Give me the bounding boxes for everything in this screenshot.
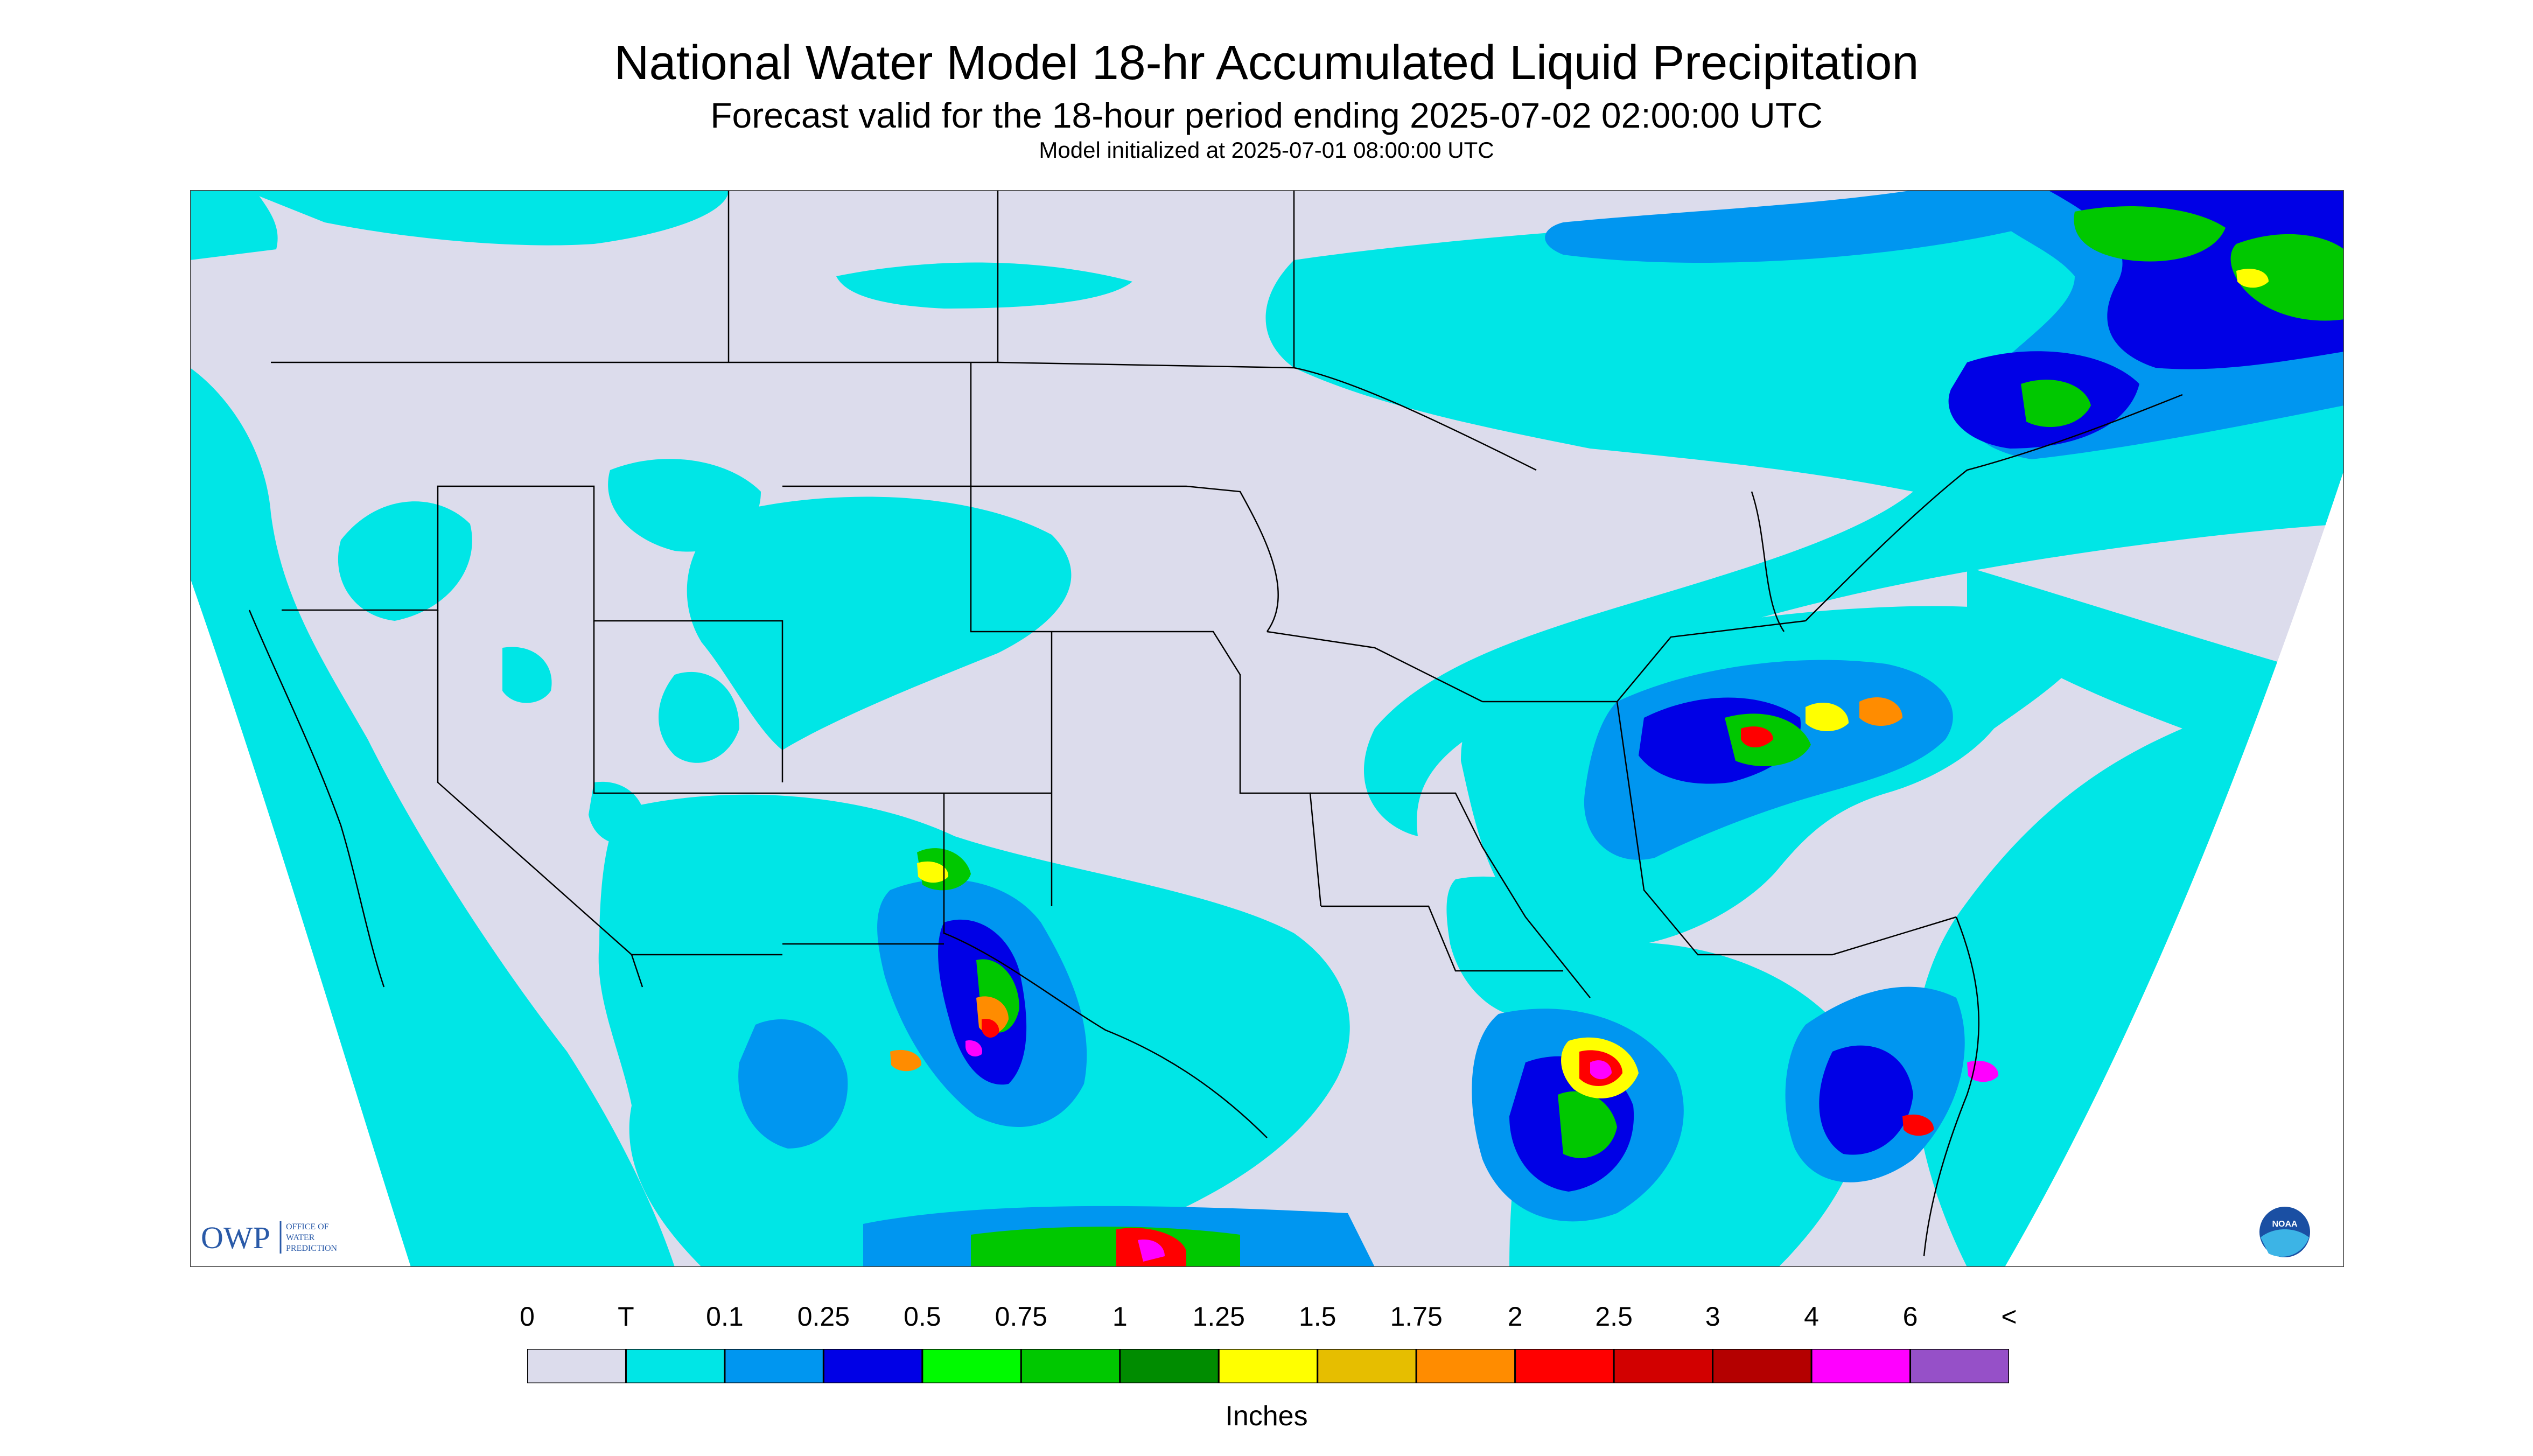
legend-tick-label: 1.25 — [1192, 1301, 1245, 1332]
legend-swatch — [1810, 1349, 1912, 1383]
legend-tick-label: 0 — [520, 1301, 535, 1332]
legend-swatch — [1712, 1349, 1813, 1383]
legend-swatch — [527, 1349, 627, 1383]
legend-tick-label: 1 — [1112, 1301, 1128, 1332]
legend-swatch — [1217, 1349, 1319, 1383]
legend-tick-label: 2.5 — [1595, 1301, 1633, 1332]
noaa-logo: NOAA — [2256, 1203, 2313, 1261]
precipitation-map: OWP OFFICE OF WATER PREDICTION NOAA — [190, 190, 2344, 1267]
boundary-lines — [248, 190, 2183, 1257]
owp-logo-mark: OWP — [201, 1220, 270, 1255]
model-init-line: Model initialized at 2025-07-01 08:00:00… — [1039, 137, 1494, 163]
owp-logo-line2: WATER — [286, 1233, 315, 1242]
legend-swatch — [625, 1349, 726, 1383]
legend-tick-label: 2 — [1507, 1301, 1523, 1332]
legend-swatch — [921, 1349, 1022, 1383]
owp-logo-line3: PREDICTION — [286, 1244, 338, 1253]
legend-color-bar — [527, 1349, 2009, 1383]
legend-tick-label: 0.1 — [706, 1301, 744, 1332]
map-title: National Water Model 18-hr Accumulated L… — [614, 36, 1919, 90]
legend-tick-label: 3 — [1705, 1301, 1720, 1332]
legend-tick-label: 1.5 — [1298, 1301, 1337, 1332]
legend-tick-label: 6 — [1902, 1301, 1918, 1332]
legend-units: Inches — [1225, 1401, 1308, 1432]
owp-logo-line1: OFFICE OF — [286, 1222, 329, 1231]
legend-tick-label: 4 — [1804, 1301, 1819, 1332]
legend-tick-label: < — [2001, 1301, 2017, 1332]
legend-swatch — [1909, 1349, 2009, 1383]
legend-tick-label: 0.5 — [904, 1301, 941, 1332]
legend-tick-label: 0.75 — [995, 1301, 1047, 1332]
legend-swatch — [1317, 1349, 1417, 1383]
legend-swatch — [822, 1349, 923, 1383]
legend-swatch — [1514, 1349, 1615, 1383]
legend-tick-label: T — [618, 1301, 634, 1332]
legend-tick-label: 0.25 — [797, 1301, 850, 1332]
noaa-logo-text: NOAA — [2272, 1220, 2298, 1229]
map-subtitle: Forecast valid for the 18-hour period en… — [710, 95, 1823, 135]
gulf-bottom-precip — [863, 1206, 1375, 1267]
legend-swatch — [724, 1349, 824, 1383]
legend-swatch — [1020, 1349, 1121, 1383]
legend-tick-label: 1.75 — [1390, 1301, 1443, 1332]
legend-swatch — [1613, 1349, 1714, 1383]
owp-logo: OWP OFFICE OF WATER PREDICTION — [201, 1220, 338, 1255]
intense-precip-cores — [890, 269, 2269, 1136]
legend-swatch — [1119, 1349, 1220, 1383]
legend-swatch — [1415, 1349, 1516, 1383]
